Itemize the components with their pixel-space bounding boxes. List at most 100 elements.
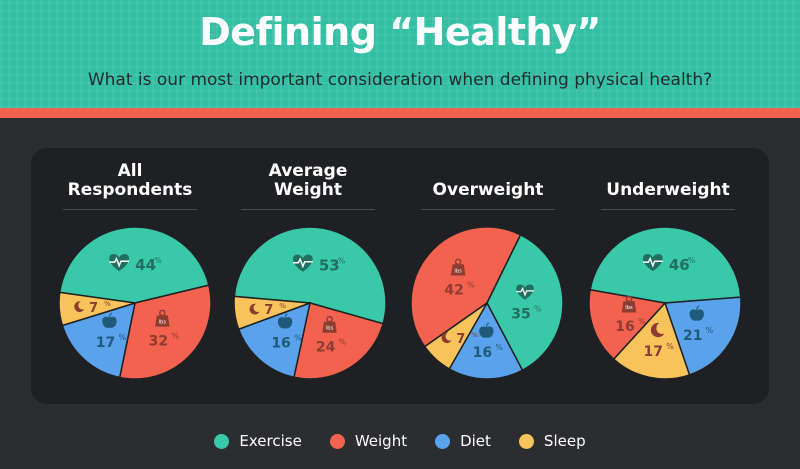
pie-slice-exercise xyxy=(486,233,564,372)
slice-label: lbs 42% xyxy=(444,258,475,298)
slice-label: 7% xyxy=(249,302,286,318)
slice-value: 7 xyxy=(89,301,98,316)
pie-slice-sleep xyxy=(423,302,488,370)
heart-icon xyxy=(642,254,663,272)
pie-slice-weight xyxy=(293,302,385,380)
pie-slice-sleep xyxy=(58,291,136,327)
svg-text:%: % xyxy=(471,331,478,339)
slice-label: 7% xyxy=(441,331,478,347)
header-accent-band xyxy=(0,108,800,118)
legend-swatch xyxy=(214,433,230,449)
pie-slice-exercise xyxy=(58,226,210,304)
pie-title-rule xyxy=(601,209,735,210)
pie-slice-weight xyxy=(410,226,522,348)
svg-text:lbs: lbs xyxy=(454,268,462,274)
slice-value: 42 xyxy=(444,282,463,298)
legend-label: Weight xyxy=(354,432,408,450)
slice-label: 7% xyxy=(74,300,111,316)
svg-text:%: % xyxy=(118,333,126,342)
slice-label: 35% xyxy=(511,284,542,322)
svg-text:lbs: lbs xyxy=(326,326,334,332)
heart-icon xyxy=(516,284,534,300)
pie-title-rule xyxy=(63,209,197,210)
slice-label: 53% xyxy=(292,254,346,275)
slice-label: 16% xyxy=(271,313,302,352)
slice-value: 17 xyxy=(96,335,115,351)
pie-title-rule xyxy=(241,209,375,210)
slice-label: 17% xyxy=(643,322,674,360)
svg-text:%: % xyxy=(104,300,111,308)
slice-label: lbs 24% xyxy=(316,315,347,356)
slice-value: 7 xyxy=(456,332,465,347)
header-banner xyxy=(0,0,800,108)
weight-icon: lbs xyxy=(155,309,170,327)
apple-icon xyxy=(102,312,117,328)
pie-slice-exercise xyxy=(589,226,742,304)
weight-icon: lbs xyxy=(450,258,466,276)
svg-text:%: % xyxy=(638,317,646,326)
pie-slice-diet xyxy=(448,301,524,380)
weight-icon: lbs xyxy=(322,315,337,333)
slice-value: 46 xyxy=(669,256,690,274)
pie-title: All Respondents xyxy=(67,161,193,200)
legend-swatch xyxy=(518,433,534,449)
slice-value: 21 xyxy=(683,328,702,344)
slice-label: 17% xyxy=(96,312,126,351)
slice-value: 24 xyxy=(316,340,336,356)
slice-value: 32 xyxy=(149,333,168,349)
slice-label: 44% xyxy=(109,254,162,274)
legend-label: Exercise xyxy=(239,432,302,450)
svg-text:%: % xyxy=(339,338,347,347)
svg-text:%: % xyxy=(154,256,162,265)
svg-text:%: % xyxy=(294,334,302,343)
svg-text:lbs: lbs xyxy=(159,319,167,325)
svg-text:%: % xyxy=(171,331,179,340)
slice-label: lbs 16% xyxy=(615,295,646,335)
moon-icon xyxy=(650,322,665,338)
legend: Exercise Weight Diet Sleep xyxy=(0,428,800,454)
moon-icon xyxy=(441,332,452,344)
weight-icon: lbs xyxy=(621,295,637,313)
heart-icon xyxy=(109,254,130,272)
legend-label: Diet xyxy=(460,432,491,450)
pie-slice-diet xyxy=(61,301,136,379)
svg-text:%: % xyxy=(467,280,475,289)
pie-title-rule xyxy=(421,209,555,210)
heart-icon xyxy=(292,254,313,272)
legend-item-exercise: Exercise xyxy=(214,432,302,450)
pie-slice-weight xyxy=(118,284,212,380)
slice-value: 53 xyxy=(319,257,340,275)
legend-label: Sleep xyxy=(543,432,586,450)
slice-value: 16 xyxy=(271,336,290,352)
slice-value: 16 xyxy=(615,319,634,335)
svg-text:%: % xyxy=(279,302,286,310)
svg-text:%: % xyxy=(495,343,503,352)
moon-icon xyxy=(249,303,260,315)
legend-item-sleep: Sleep xyxy=(518,432,586,450)
svg-text:%: % xyxy=(534,304,542,313)
slice-value: 17 xyxy=(643,344,662,360)
slice-label: lbs 32% xyxy=(149,309,179,349)
apple-icon xyxy=(479,322,494,338)
page-subtitle: What is our most important consideration… xyxy=(87,70,713,90)
slice-label: 16% xyxy=(473,322,503,361)
slice-value: 44 xyxy=(135,256,156,274)
svg-text:%: % xyxy=(688,256,696,265)
slice-value: 35 xyxy=(511,306,530,322)
pie-title: Average Weight xyxy=(268,161,348,200)
legend-swatch xyxy=(435,433,451,449)
pie-title: Overweight xyxy=(432,180,544,200)
svg-text:%: % xyxy=(706,326,714,335)
pie-slice-diet xyxy=(663,296,742,376)
apple-icon xyxy=(277,313,293,329)
slice-value: 7 xyxy=(264,303,273,318)
pie-title: Underweight xyxy=(606,180,730,200)
slice-label: 46% xyxy=(642,254,696,274)
slice-value: 16 xyxy=(473,345,492,361)
svg-text:%: % xyxy=(666,342,674,351)
legend-swatch xyxy=(329,433,345,449)
